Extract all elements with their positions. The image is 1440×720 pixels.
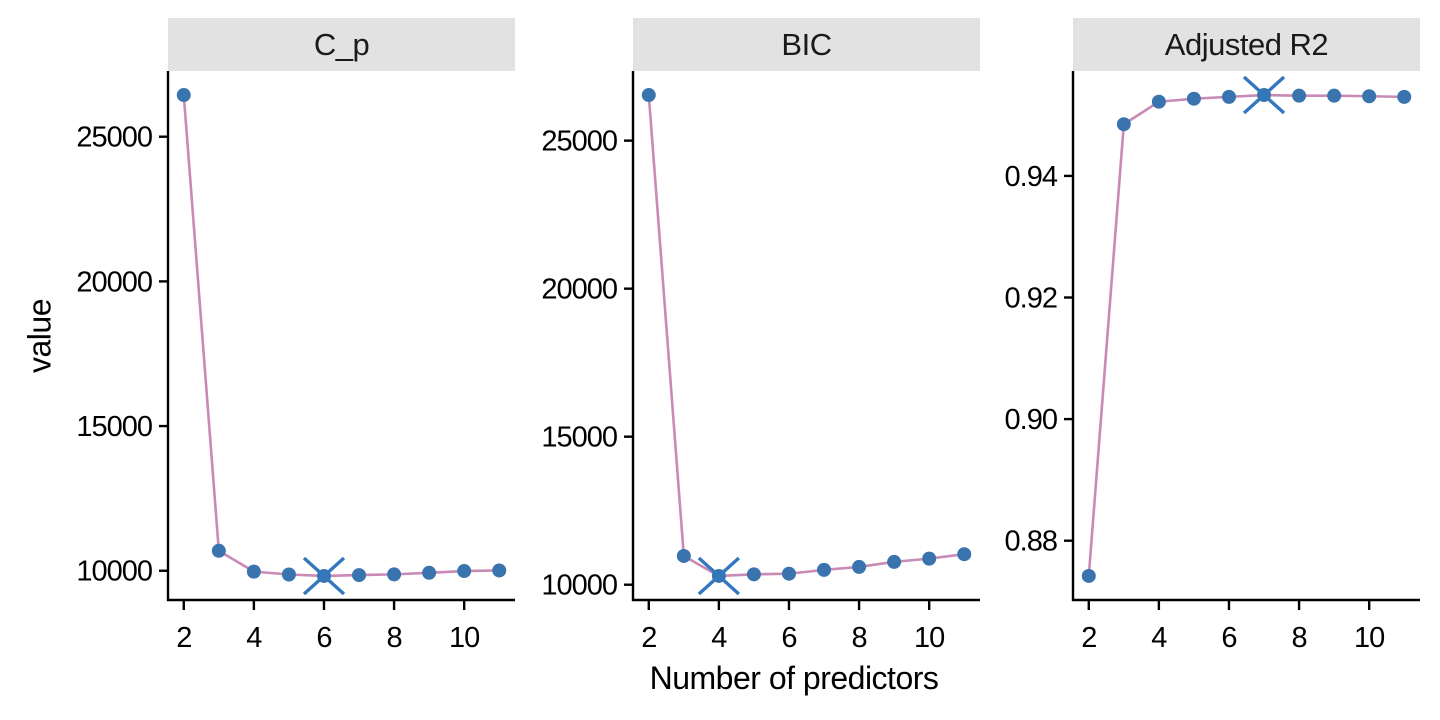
data-point — [492, 563, 507, 578]
x-tick-label: 2 — [1081, 622, 1096, 654]
axis-lines — [631, 71, 980, 602]
x-tick-label: 8 — [852, 622, 867, 654]
series-line — [182, 93, 501, 578]
series-line — [647, 93, 966, 578]
y-tick-label: 0.94 — [1005, 161, 1058, 193]
x-tick-label: 10 — [914, 622, 944, 654]
x-tick-label: 8 — [387, 622, 402, 654]
x-tick-label: 10 — [449, 622, 479, 654]
facet-panel-bic: 10000 15000 20000 25000 2 4 6 8 10 — [541, 71, 980, 654]
data-point — [1186, 91, 1201, 106]
best-model-marker — [1242, 75, 1286, 115]
facet-strip-label-bic: BIC — [781, 26, 832, 62]
data-point — [1292, 88, 1307, 103]
y-tick-label: 10000 — [76, 556, 152, 588]
facet-strip-adjr2: Adjusted R2 — [1073, 18, 1420, 71]
data-point — [1362, 89, 1377, 104]
x-tick-label: 10 — [1354, 622, 1384, 654]
data-point — [852, 559, 867, 574]
data-point — [1221, 89, 1236, 104]
best-model-marker — [697, 556, 741, 596]
facet-panel-adjr2: 0.88 0.90 0.92 0.94 2 4 6 8 10 — [1005, 71, 1420, 654]
y-axis-title: value — [21, 299, 58, 373]
series-line — [1087, 93, 1406, 578]
data-point — [246, 564, 261, 579]
y-tick-label: 20000 — [76, 266, 152, 298]
data-point — [457, 564, 472, 579]
y-tick-label: 15000 — [76, 411, 152, 443]
data-point — [422, 565, 437, 580]
best-model-marker — [302, 556, 346, 596]
data-point — [281, 567, 296, 582]
data-point — [211, 543, 226, 558]
data-point — [781, 566, 796, 581]
facet-panel-cp: 10000 15000 20000 25000 2 4 6 8 10 — [76, 71, 515, 654]
data-point — [1081, 568, 1096, 583]
data-point — [1151, 94, 1166, 109]
x-tick-label: 4 — [711, 622, 727, 654]
best-marker-stroke — [1242, 75, 1286, 115]
data-point — [922, 551, 937, 566]
y-tick-label: 0.90 — [1005, 404, 1057, 436]
data-point — [387, 567, 402, 582]
x-tick-label: 2 — [176, 622, 191, 654]
facet-strip-bic: BIC — [633, 18, 980, 71]
y-tick-label: 0.88 — [1005, 526, 1057, 558]
data-point — [1116, 117, 1131, 132]
data-point — [817, 562, 832, 577]
x-tick-label: 6 — [316, 622, 331, 654]
y-tick-label: 20000 — [541, 274, 617, 306]
data-point — [352, 568, 367, 583]
axis-lines — [1071, 71, 1420, 602]
data-point — [957, 547, 972, 562]
facet-strip-label-cp: C_p — [313, 26, 370, 62]
x-tick-label: 8 — [1292, 622, 1307, 654]
x-tick-label: 4 — [246, 622, 262, 654]
best-marker-stroke — [302, 556, 346, 596]
facet-strip-cp: C_p — [168, 18, 515, 71]
y-tick-label: 10000 — [541, 570, 617, 602]
y-tick-label: 25000 — [76, 122, 152, 154]
data-point — [676, 548, 691, 563]
data-point — [1397, 89, 1412, 104]
facet-strip-label-adjr2: Adjusted R2 — [1164, 26, 1329, 62]
y-tick-label: 25000 — [541, 126, 617, 158]
data-point — [887, 554, 902, 569]
x-tick-label: 2 — [641, 622, 656, 654]
data-point — [641, 88, 656, 103]
data-point — [746, 567, 761, 582]
y-tick-label: 15000 — [541, 422, 617, 454]
best-marker-stroke — [697, 556, 741, 596]
x-tick-label: 6 — [781, 622, 796, 654]
data-point — [1327, 88, 1342, 103]
x-axis-title: Number of predictors — [649, 660, 939, 696]
y-tick-label: 0.92 — [1005, 283, 1057, 315]
x-tick-label: 4 — [1151, 622, 1167, 654]
data-point — [176, 88, 191, 103]
axis-lines — [166, 71, 515, 602]
x-tick-label: 6 — [1221, 622, 1236, 654]
